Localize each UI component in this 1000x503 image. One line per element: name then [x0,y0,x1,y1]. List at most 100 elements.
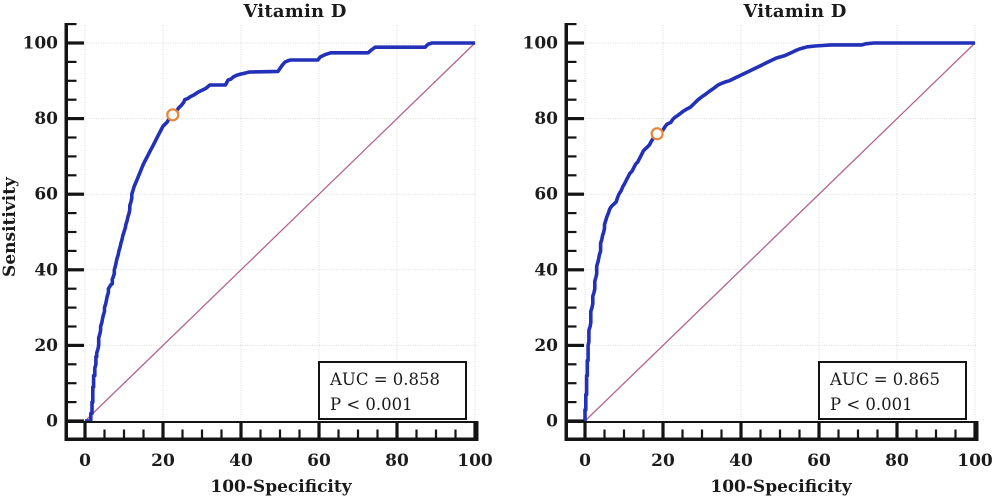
axis-tick [64,98,77,101]
chart-title: Vitamin D [243,1,347,22]
axis-tick [103,429,106,438]
y-axis-title: Sensitivity [0,177,20,277]
roc-plot-svg: 0 20 40 60 80 100 0 20 40 60 80 100 [23,23,493,471]
axis-tick [622,429,626,438]
axis-tick [564,174,577,177]
x-axis-band [476,421,479,441]
axis-tick [915,429,918,438]
axis-tick [454,429,457,438]
roc-plot-svg: 0 20 40 60 80 100 0 20 40 60 80 100 [523,23,993,471]
axis-tick [564,41,584,45]
tick-label: 20 [151,451,175,471]
axis-tick [837,429,840,438]
axis-tick [64,287,77,290]
axis-tick [564,325,577,328]
roc-curve-path [85,41,475,423]
axis-tick [739,421,743,441]
x-axis-band [64,421,479,423]
axis-tick [564,23,577,26]
axis-tick [681,429,684,438]
axis-tick [564,268,584,272]
axis-tick [954,429,957,438]
axis-tick [64,343,84,347]
axis-tick [64,174,77,177]
axis-tick [798,429,801,438]
axis-tick [64,230,77,234]
axis-tick [564,192,584,196]
axis-tick [64,60,77,63]
axis-tick [200,429,204,438]
axis-tick [934,429,938,438]
axis-tick [564,79,577,82]
axis-tick [337,429,340,438]
axis-tick [64,401,77,404]
axis-tick [142,429,145,438]
axis-tick [720,429,723,438]
axis-tick [239,421,243,441]
tick-label: 20 [534,336,558,356]
auc-value-text: AUC = 0.865 [830,370,940,389]
axis-tick [876,429,879,438]
axis-tick [564,230,577,234]
axis-tick [564,98,577,101]
axis-tick [161,421,165,441]
x-axis-band [976,421,979,441]
tick-label: 60 [534,185,558,205]
axis-tick [564,401,577,404]
axis-tick [564,306,577,309]
p-value-text: P < 0.001 [330,395,413,414]
tick-label: 80 [34,109,58,129]
axis-tick [64,363,77,366]
tick-label: 100 [457,451,493,471]
tick-label: 60 [307,451,331,471]
axis-tick [83,421,87,441]
axis-tick [759,429,762,438]
axis-tick [64,212,77,215]
tick-label: 20 [651,451,675,471]
axis-tick [278,429,282,438]
x-axis-band [564,437,979,441]
axis-tick [583,421,587,441]
tick-label: 100 [957,451,993,471]
operating-point-marker [650,127,664,141]
axis-tick [856,429,860,438]
tick-label: 0 [546,412,558,432]
operating-point-marker [166,108,180,122]
x-axis-band [64,437,479,441]
axis-tick [700,429,704,438]
axis-tick [564,117,584,121]
x-axis-title: 100-Specificity [210,477,352,497]
axis-tick [64,382,77,385]
auc-annotation-box: AUC = 0.865 P < 0.001 [818,361,967,420]
axis-tick [603,429,606,438]
axis-tick [564,363,577,366]
reference-diagonal-line [584,42,976,422]
tick-label: 40 [34,260,58,280]
tick-label: 40 [229,451,253,471]
tick-label: 20 [34,336,58,356]
tick-label: 0 [79,451,91,471]
tick-label: 80 [534,109,558,129]
tick-label: 0 [46,412,58,432]
axis-tick [564,155,577,158]
axis-tick [64,306,77,309]
axis-tick [642,429,645,438]
axis-tick [564,136,577,139]
axis-tick [220,429,223,438]
tick-label: 60 [34,185,58,205]
axis-tick [564,212,577,215]
axis-tick [298,429,301,438]
axis-tick [259,429,262,438]
axis-tick [64,268,84,272]
tick-label: 40 [729,451,753,471]
axis-tick [64,136,77,139]
auc-annotation-box: AUC = 0.858 P < 0.001 [318,361,467,420]
axis-tick [564,287,577,290]
axis-tick [434,429,438,438]
roc-panel-right: 0 20 40 60 80 100 0 20 40 60 80 100 Vitamin D 100-S… [500,0,1000,503]
axis-tick [64,41,84,45]
tick-label: 80 [385,451,409,471]
axis-tick [415,429,418,438]
axis-tick [564,343,584,347]
